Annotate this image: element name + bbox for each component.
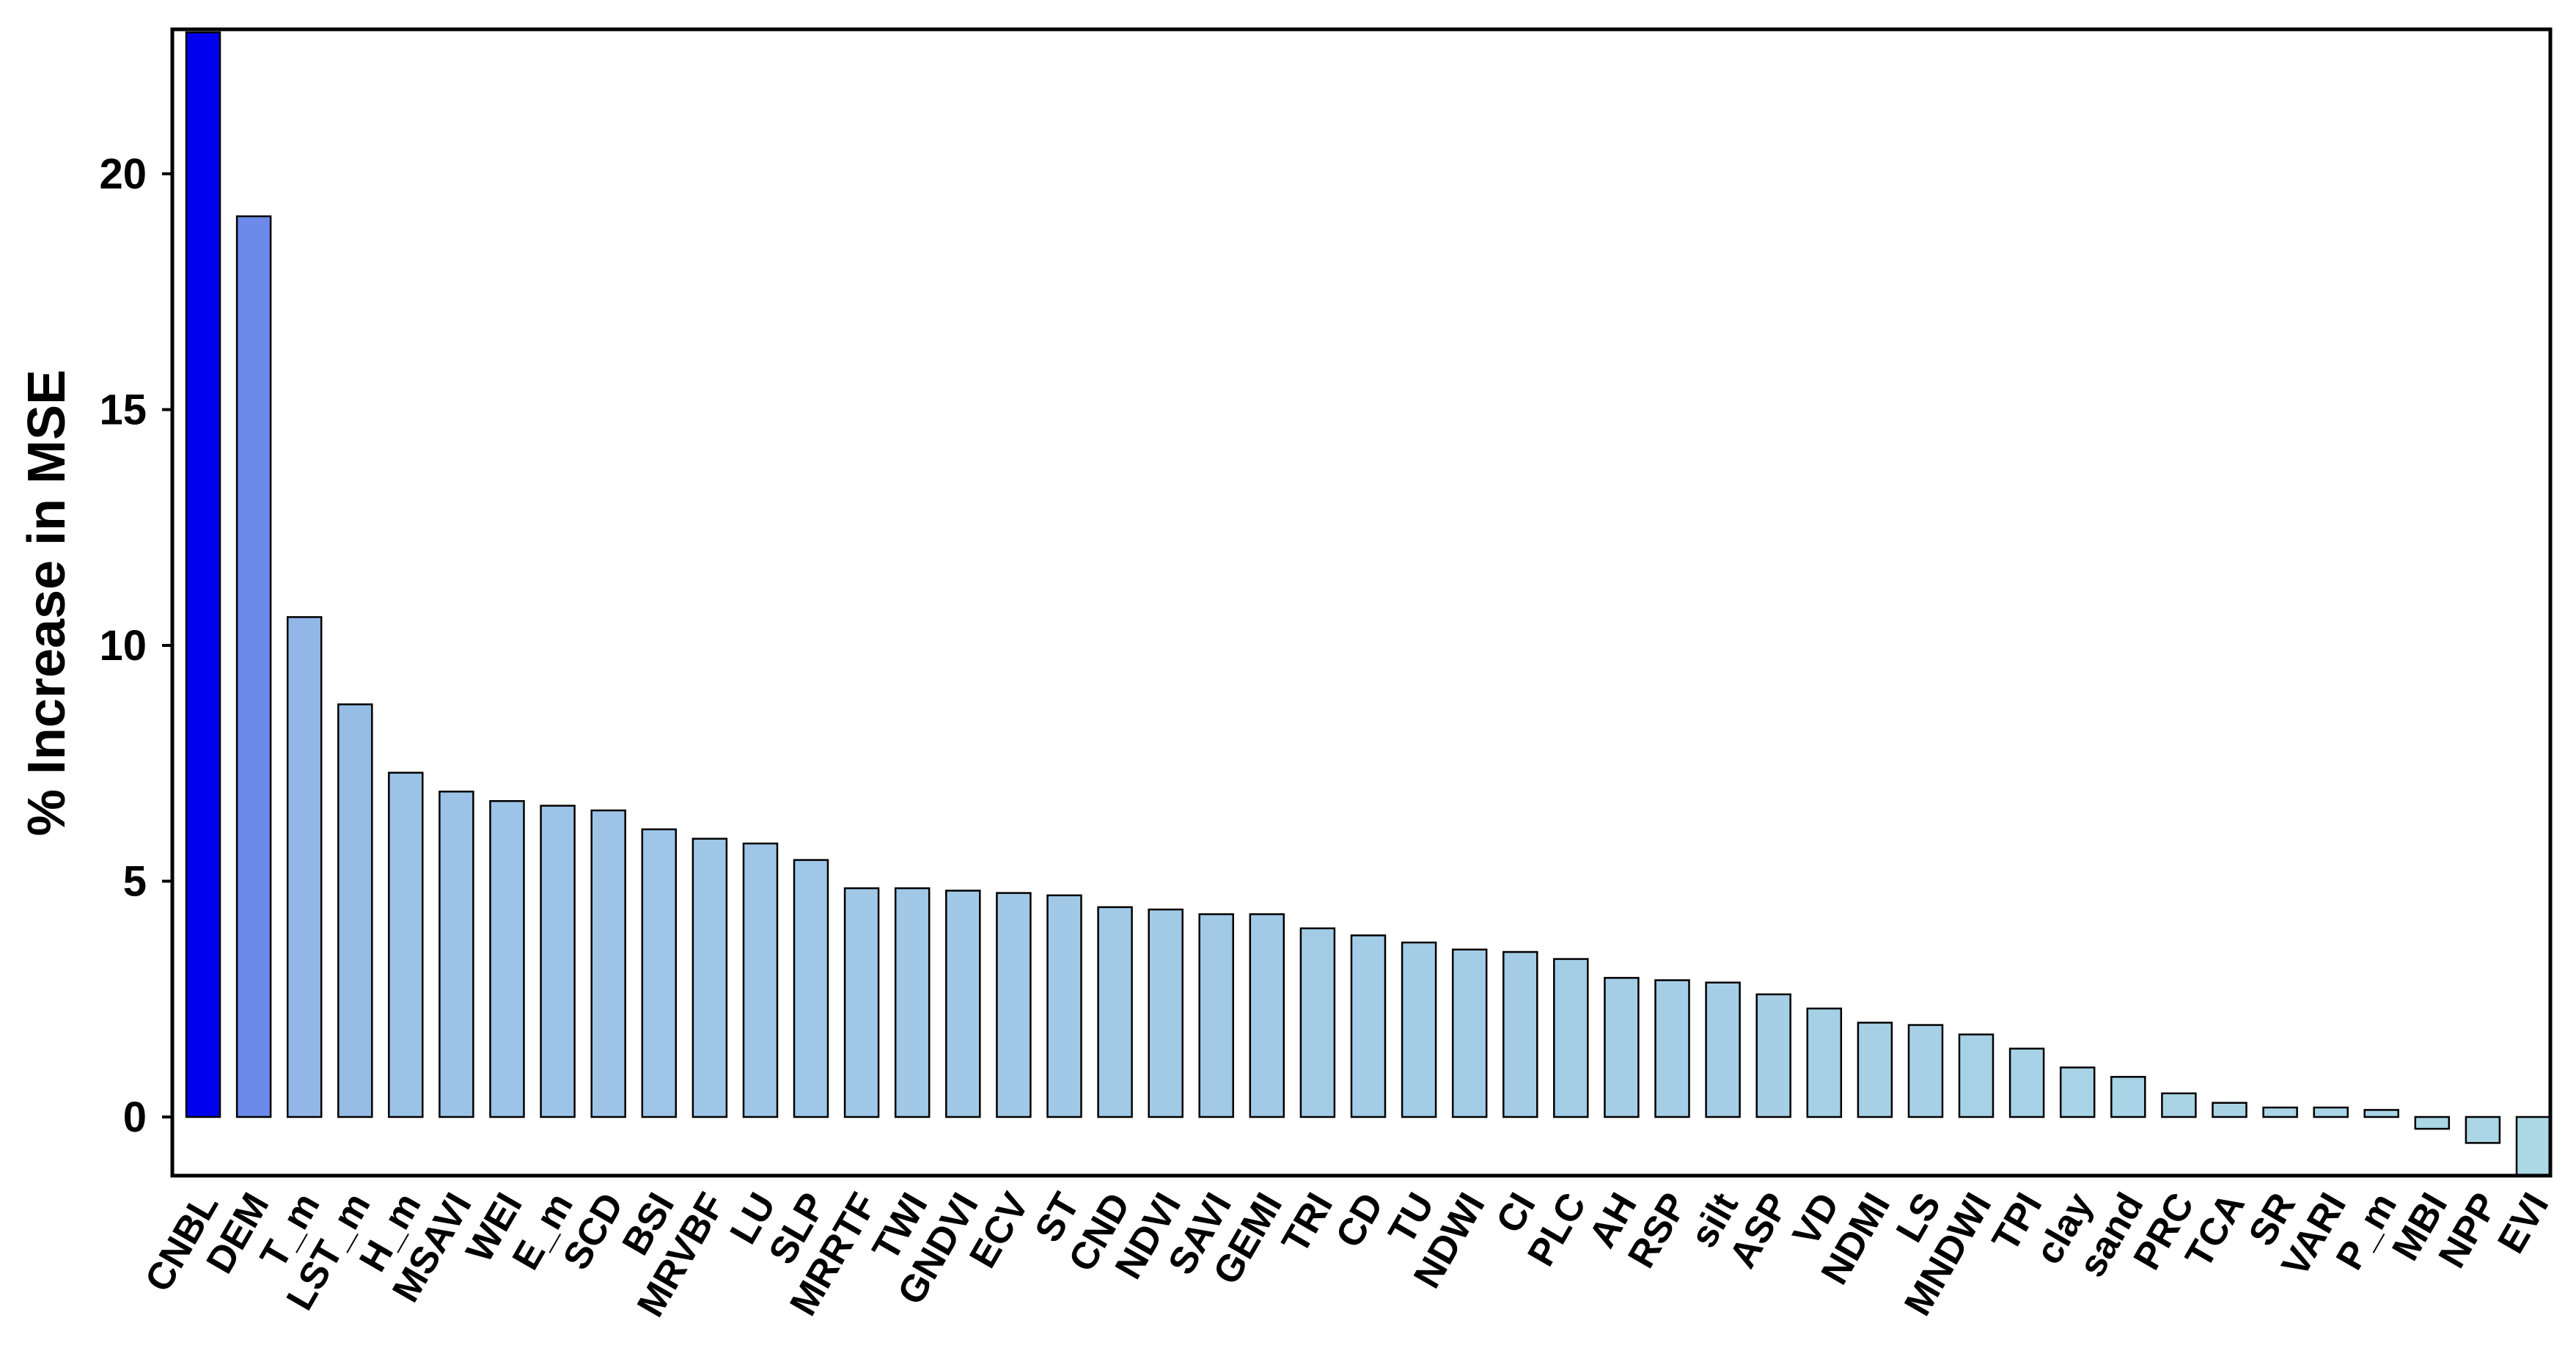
bar-scd [590, 809, 626, 1118]
bar-h-m [388, 772, 424, 1118]
bar-evi [2515, 1116, 2552, 1177]
bar-vari [2313, 1106, 2349, 1118]
bar-rsp [1654, 979, 1690, 1118]
x-tick-label: EVI [2489, 1186, 2557, 1261]
bar-t-m [286, 616, 323, 1118]
bar-clay [2059, 1066, 2096, 1118]
bar-lu [742, 842, 779, 1118]
bar-ci [1502, 950, 1538, 1118]
bar-ndmi [1857, 1022, 1893, 1118]
bar-asp [1755, 993, 1791, 1118]
bar-dem [235, 215, 272, 1118]
bar-msavi [438, 791, 474, 1118]
bar-tu [1401, 941, 1437, 1118]
y-tick-label: 5 [123, 858, 147, 906]
x-axis-labels: CNBLDEMT_mLST_mH_mMSAVIWEIE_mSCDBSIMRVBF… [137, 1186, 2557, 1325]
bar-ls [1907, 1024, 1944, 1118]
bar-cd [1350, 934, 1387, 1118]
x-tick-label: CD [1328, 1186, 1392, 1255]
bar-gemi [1249, 913, 1285, 1118]
bar-tpi [2008, 1047, 2045, 1118]
bar-ecv [996, 892, 1032, 1118]
bar-gndvi [945, 890, 981, 1118]
bar-slp [793, 859, 829, 1118]
bar-mndwi [1958, 1033, 1995, 1118]
bar-sand [2110, 1076, 2146, 1118]
bar-e-m [540, 805, 576, 1118]
bar-mbi [2414, 1116, 2451, 1130]
bar-plc [1553, 958, 1589, 1118]
bar-cnbl [185, 31, 221, 1118]
bar-bsi [641, 828, 678, 1118]
y-tick-label: 20 [99, 150, 147, 198]
bar-p-m [2363, 1109, 2399, 1118]
bar-tca [2212, 1102, 2247, 1118]
bar-cnd [1097, 906, 1133, 1118]
bar-twi [894, 887, 931, 1118]
bar-st [1046, 894, 1082, 1118]
bar-vd [1806, 1007, 1843, 1118]
bar-ah [1604, 977, 1640, 1118]
y-tick-label: 15 [99, 387, 147, 434]
bars-group [185, 31, 2552, 1177]
bar-sr [2262, 1106, 2298, 1118]
bar-ndvi [1148, 908, 1184, 1118]
bar-wei [489, 799, 525, 1118]
bar-ndwi [1451, 948, 1488, 1118]
x-tick-label: TRI [1274, 1186, 1341, 1261]
bar-mrvbf [691, 838, 728, 1118]
bar-npp [2465, 1116, 2501, 1144]
bar-silt [1705, 981, 1741, 1118]
y-tick-label: 10 [99, 622, 147, 670]
bar-mrrtf [843, 887, 880, 1118]
plot-frame [170, 27, 2553, 1178]
bar-lst-m [337, 703, 373, 1118]
bar-prc [2161, 1092, 2197, 1118]
y-axis-title: % Increase in MSE [18, 370, 76, 836]
y-axis: 0 5 10 15 20 [99, 150, 172, 1141]
bar-savi [1198, 913, 1234, 1118]
y-tick-label: 0 [123, 1094, 147, 1141]
bar-tri [1299, 927, 1336, 1118]
